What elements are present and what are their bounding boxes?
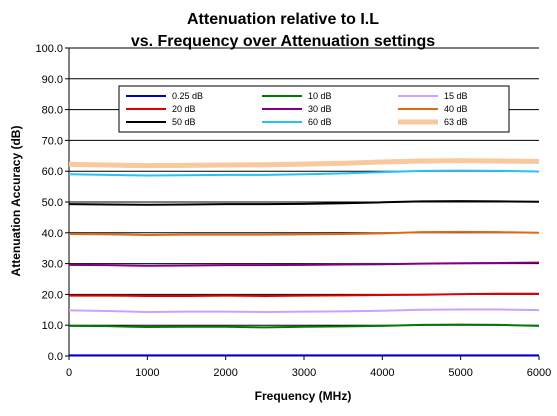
- x-tick-label: 5000: [448, 367, 472, 379]
- x-tick-label: 3000: [292, 367, 316, 379]
- chart-subtitle: vs. Frequency over Attenuation settings: [131, 33, 435, 50]
- chart-title: Attenuation relative to I.L: [187, 11, 379, 28]
- y-tick-label: 20.0: [42, 289, 63, 301]
- y-tick-label: 70.0: [42, 135, 63, 147]
- legend-label-0-25-db: 0.25 dB: [172, 91, 203, 101]
- y-tick-label: 100.0: [35, 43, 63, 55]
- y-tick-labels: 0.0 10.0 20.0 30.0 40.0 50.0 60.0 70.0 80.0 90.0 1…: [35, 43, 63, 363]
- y-tick-label: 60.0: [42, 166, 63, 178]
- series-line-15-db: [68, 308, 540, 313]
- legend: 0.25 dB 10 dB 15 dB 20 dB 30 dB 40 dB 50 dB 60 …: [118, 85, 510, 133]
- x-tick-label: 0: [66, 367, 72, 379]
- series-line-63-db: [68, 158, 540, 169]
- series-line-30-db: [68, 261, 540, 267]
- x-tick-label: 2000: [213, 367, 237, 379]
- y-tick-label: 50.0: [42, 197, 63, 209]
- series-line-60-db: [68, 169, 540, 177]
- y-tick-label: 30.0: [42, 259, 63, 271]
- x-tick-label: 6000: [527, 367, 551, 379]
- legend-label-30-db: 30 dB: [308, 104, 332, 114]
- legend-label-60-db: 60 dB: [308, 117, 332, 127]
- legend-box: [118, 85, 510, 133]
- y-tick-label: 10.0: [42, 320, 63, 332]
- legend-label-15-db: 15 dB: [444, 91, 468, 101]
- y-tick-label: 90.0: [42, 74, 63, 86]
- y-tick-label: 40.0: [42, 228, 63, 240]
- legend-label-20-db: 20 dB: [172, 104, 196, 114]
- series-line-50-db: [68, 200, 540, 206]
- y-tick-label: 80.0: [42, 105, 63, 117]
- series-line-10-db: [68, 323, 540, 329]
- y-axis-label: Attenuation Accuracy (dB): [9, 126, 23, 277]
- legend-label-10-db: 10 dB: [308, 91, 332, 101]
- gridlines: [69, 47, 539, 326]
- x-axis-label: Frequency (MHz): [255, 389, 352, 403]
- y-tick-label: 0.0: [48, 351, 63, 363]
- x-tick-label: 1000: [135, 367, 159, 379]
- legend-label-40-db: 40 dB: [444, 104, 468, 114]
- series-line-20-db: [69, 292, 539, 297]
- legend-label-50-db: 50 dB: [172, 117, 196, 127]
- x-tick-labels: 0 1000 2000 3000 4000 5000 6000: [66, 367, 551, 379]
- series-line-40-db: [68, 230, 540, 236]
- legend-label-63-db: 63 dB: [444, 117, 468, 127]
- x-tick-label: 4000: [370, 367, 394, 379]
- series-lines: [68, 158, 540, 357]
